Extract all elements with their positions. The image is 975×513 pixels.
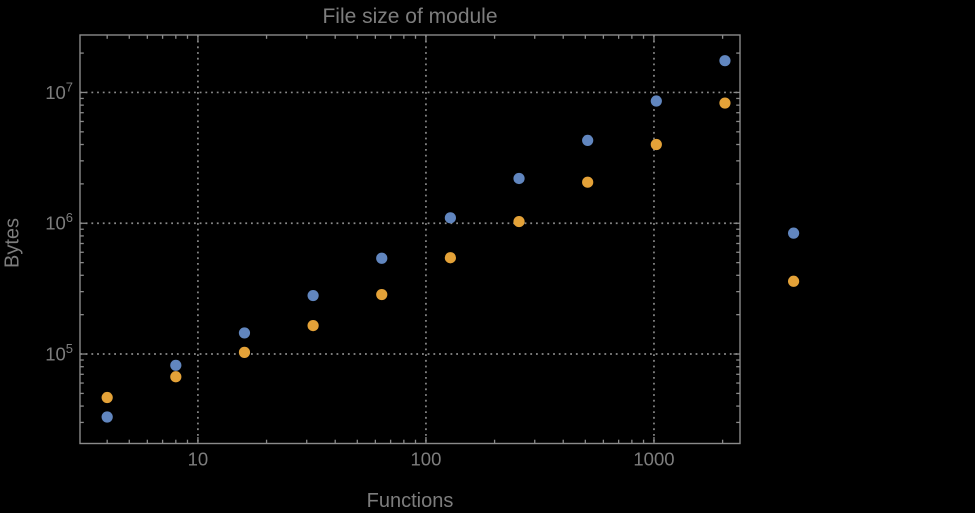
data-point-blue bbox=[582, 134, 594, 146]
data-point-orange bbox=[238, 346, 251, 358]
data-point-orange bbox=[582, 176, 594, 188]
data-point-orange bbox=[444, 252, 456, 264]
data-point-blue bbox=[307, 289, 319, 302]
data-point-blue bbox=[650, 95, 662, 107]
series-blue bbox=[101, 55, 800, 423]
data-point-blue bbox=[101, 411, 113, 423]
data-point-orange bbox=[513, 215, 525, 228]
data-point-blue bbox=[513, 172, 525, 185]
data-point-orange bbox=[307, 319, 319, 332]
data-point-blue bbox=[238, 327, 251, 339]
data-point-blue bbox=[170, 359, 182, 371]
y-axis-label: Bytes bbox=[1, 217, 24, 269]
x-tick-label: 1000 bbox=[633, 449, 674, 470]
x-tick-label: 10 bbox=[188, 449, 209, 470]
plot-frame bbox=[79, 34, 741, 445]
gridlines bbox=[80, 35, 740, 444]
data-point-blue bbox=[376, 252, 388, 264]
data-point-orange bbox=[650, 138, 662, 151]
data-point-blue bbox=[787, 227, 800, 239]
y-tick-label: 107 bbox=[45, 79, 73, 103]
data-point-blue bbox=[444, 212, 456, 224]
data-point-orange bbox=[719, 97, 731, 109]
data-point-orange bbox=[170, 371, 182, 383]
x-axis-label: Functions bbox=[366, 490, 454, 512]
x-tick-label: 100 bbox=[411, 449, 442, 470]
data-point-orange bbox=[376, 288, 388, 301]
series-orange bbox=[101, 97, 800, 404]
y-tick-label: 105 bbox=[45, 341, 73, 365]
axis-ticks bbox=[80, 35, 740, 444]
data-point-orange bbox=[787, 275, 800, 287]
data-point-blue bbox=[719, 55, 731, 67]
y-tick-label: 106 bbox=[45, 210, 73, 234]
chart-title: File size of module bbox=[322, 5, 498, 28]
data-point-orange bbox=[101, 391, 113, 404]
